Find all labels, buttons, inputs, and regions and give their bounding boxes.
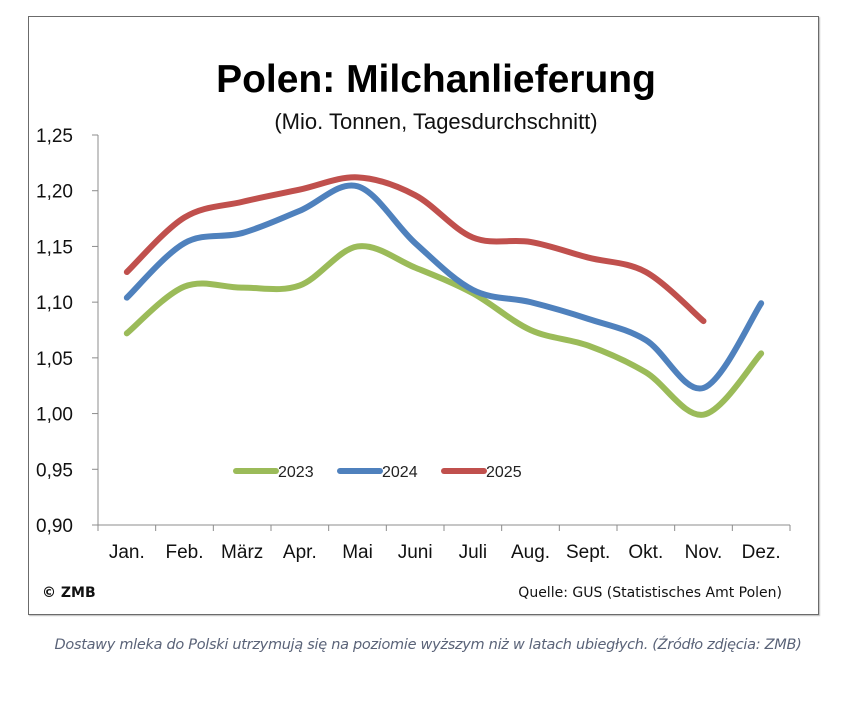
x-tick-label: Nov. [685,542,723,563]
y-tick-label: 1,10 [36,293,73,314]
chart-frame [28,16,819,615]
y-tick-label: 1,00 [36,405,73,426]
x-tick-label: Dez. [742,542,781,563]
series-line-2023 [123,243,765,418]
y-tick-label: 1,25 [36,126,73,147]
x-tick-label: März [221,542,263,563]
x-axis: Jan. Feb. März Apr. Mai Juni Juli Aug. Sept. Okt.… [92,524,791,563]
copyright-label: © ZMB [42,585,96,601]
y-tick-label: 1,15 [36,237,73,258]
chart-title: Polen: Milchanlieferung [216,58,656,101]
x-tick-label: Aug. [511,542,550,563]
y-tick-label: 0,90 [36,516,73,537]
source-label: Quelle: GUS (Statistisches Amt Polen) [518,585,782,601]
y-tick-label: 1,05 [36,349,73,370]
y-tick-label: 0,95 [36,460,73,481]
line-chart: Polen: Milchanlieferung (Mio. Tonnen, Ta… [36,58,791,601]
series-line-2025 [123,174,707,325]
x-tick-label: Feb. [165,542,203,563]
x-tick-label: Mai [342,542,373,563]
legend: 2023 2024 2025 [233,464,522,481]
series-line-2024 [123,182,765,392]
x-tick-label: Okt. [628,542,663,563]
image-caption: Dostawy mleka do Polski utrzymują się na… [54,637,802,653]
x-tick-label: Apr. [283,542,317,563]
legend-label-2024: 2024 [382,464,418,481]
x-tick-label: Juni [398,542,433,563]
x-tick-label: Sept. [566,542,610,563]
y-tick-label: 1,20 [36,182,73,203]
series-lines [123,174,765,418]
y-axis: 0,90 0,95 1,00 1,05 1,10 1,15 1,20 1,25 [36,126,99,537]
legend-label-2025: 2025 [486,464,522,481]
chart-subtitle: (Mio. Tonnen, Tagesdurchschnitt) [274,109,597,134]
legend-label-2023: 2023 [278,464,314,481]
x-tick-label: Jan. [109,542,145,563]
x-tick-label: Juli [459,542,488,563]
